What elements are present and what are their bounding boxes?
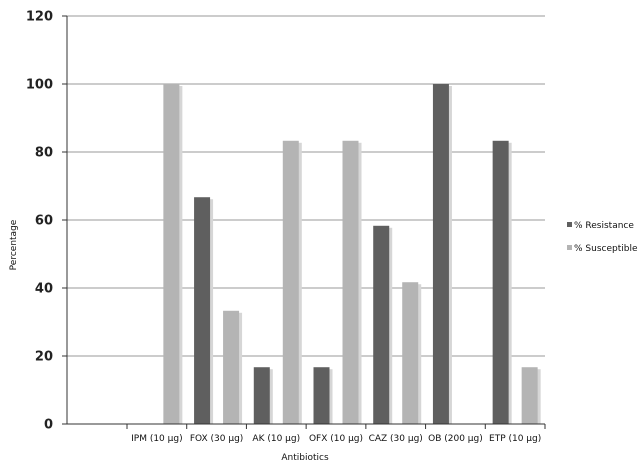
y-tick-label: 20	[35, 350, 53, 365]
legend-swatch	[567, 222, 572, 227]
bar-susceptible	[521, 367, 538, 424]
gridlines	[67, 15, 545, 357]
legend: % Resistance % Susceptible	[567, 221, 638, 254]
bar-susceptible	[342, 140, 359, 424]
bar-resistance	[492, 140, 509, 424]
y-tick-label: 80	[35, 146, 53, 161]
x-tick-label: FOX (30 µg)	[190, 434, 244, 444]
bar-resistance	[194, 197, 211, 424]
y-tick-label: 0	[44, 418, 53, 433]
x-tick-label: IPM (10 µg)	[131, 434, 182, 444]
bar-resistance	[373, 225, 390, 424]
x-tick-label: CAZ (30 µg)	[369, 434, 423, 444]
bar-susceptible	[223, 310, 240, 424]
x-tick-label: ETP (10 µg)	[489, 434, 541, 444]
legend-label: % Susceptible	[574, 244, 638, 254]
y-tick-label: 120	[26, 10, 53, 25]
y-tick-label: 60	[35, 214, 53, 229]
y-tick-label: 40	[35, 282, 53, 297]
bar-susceptible	[402, 282, 419, 424]
y-tick-label: 100	[26, 78, 53, 93]
x-axis-categories: IPM (10 µg) FOX (30 µg) AK (10 µg) OFX (10 …	[126, 424, 546, 444]
bar-resistance	[313, 367, 330, 424]
x-axis-title: Antibiotics	[281, 453, 329, 463]
x-tick-label: OFX (10 µg)	[309, 434, 363, 444]
y-axis-ticks: 0 20 40 60 80 100 120	[26, 10, 67, 433]
bars	[163, 84, 541, 424]
bar-resistance	[253, 367, 270, 424]
y-axis-title: Percentage	[9, 219, 19, 270]
x-tick-label: OB (200 µg)	[428, 434, 483, 444]
legend-swatch	[567, 245, 572, 250]
bar-resistance	[432, 84, 449, 424]
legend-label: % Resistance	[574, 221, 634, 231]
x-tick-label: AK (10 µg)	[252, 434, 300, 444]
bar-susceptible	[282, 140, 299, 424]
bar-susceptible	[163, 84, 180, 424]
